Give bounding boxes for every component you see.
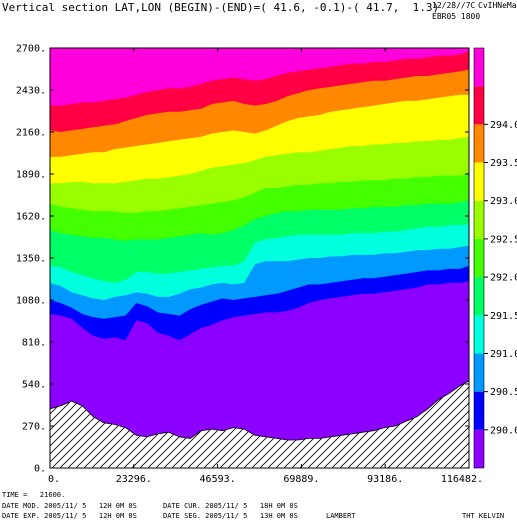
time-line: TIME = 21600. (2, 491, 66, 499)
y-tick-label: 270. (22, 422, 46, 433)
colorbar-label: 290.0 (490, 425, 517, 436)
theta-band-290 (50, 281, 469, 468)
colorbar-swatch (474, 200, 484, 239)
colorbar-label: 292.0 (490, 273, 517, 284)
y-tick-label: 0. (34, 464, 46, 475)
colorbar-frame (473, 47, 485, 469)
y-tick-label: 1620. (16, 212, 46, 223)
plot-area (49, 48, 470, 469)
colorbar-label: 291.5 (490, 311, 517, 322)
run-label: EBR05 1800 (432, 12, 481, 21)
terrain (49, 380, 470, 469)
colorbar-swatch (474, 353, 484, 392)
date-exp: DATE EXP. 2005/11/ 5 12H 0M 0S (2, 512, 137, 520)
colorbar: 290.0 290.5 291.0 291.5 292.0 292.5 293.0 293.5… (473, 47, 517, 469)
y-tick-label: 810. (22, 338, 46, 349)
y-tick-label: 1350. (16, 254, 46, 265)
axes: 0. 270. 540. 810. 1080. 1350. 1620. 1890. 2160. 2… (16, 44, 483, 486)
y-tick-label: 540. (22, 380, 46, 391)
chart-title: Vertical section LAT,LON (BEGIN)-(END)=(… (2, 1, 440, 14)
colorbar-swatch (474, 162, 484, 201)
colorbar-label: 291.0 (490, 349, 517, 360)
colorbar-label: 294.0 (490, 120, 517, 131)
colorbar-swatch (474, 86, 484, 125)
y-tick-label: 1890. (16, 170, 46, 181)
colorbar-swatch (474, 315, 484, 354)
y-tick-label: 2160. (16, 128, 46, 139)
colorbar-swatch (474, 429, 484, 468)
colorbar-label: 293.0 (490, 196, 517, 207)
model-name: CvIHNeMas (478, 1, 517, 10)
colorbar-swatch (474, 391, 484, 430)
projection-label: LAMBERT (326, 512, 356, 520)
colorbar-swatch (474, 48, 484, 87)
colorbar-label: 293.5 (490, 158, 517, 169)
colorbar-label: 292.5 (490, 234, 517, 245)
date-seg: DATE SEG. 2005/11/ 5 13H 0M 0S (163, 512, 298, 520)
x-tick-label: 23296. (116, 474, 152, 485)
y-tick-label: 2700. (16, 44, 46, 55)
date-stamp: 12/28//7C (432, 1, 476, 10)
x-tick-label: 93186. (367, 474, 403, 485)
date-mod: DATE MOD. 2005/11/ 5 12H 0M 0S (2, 502, 137, 510)
colorbar-label: 290.5 (490, 387, 517, 398)
x-tick-label: 0. (48, 474, 60, 485)
x-tick-label: 116482. (441, 474, 483, 485)
colorbar-swatch (474, 277, 484, 316)
y-tick-label: 2430. (16, 86, 46, 97)
x-tick-label: 46593. (200, 474, 236, 485)
y-tick-label: 1080. (16, 296, 46, 307)
field-label: THT KELVIN (462, 512, 505, 520)
colorbar-swatch (474, 238, 484, 278)
date-cur: DATE CUR. 2005/11/ 5 18H 0M 0S (163, 502, 298, 510)
colorbar-swatch (474, 124, 484, 163)
x-tick-label: 69889. (283, 474, 319, 485)
